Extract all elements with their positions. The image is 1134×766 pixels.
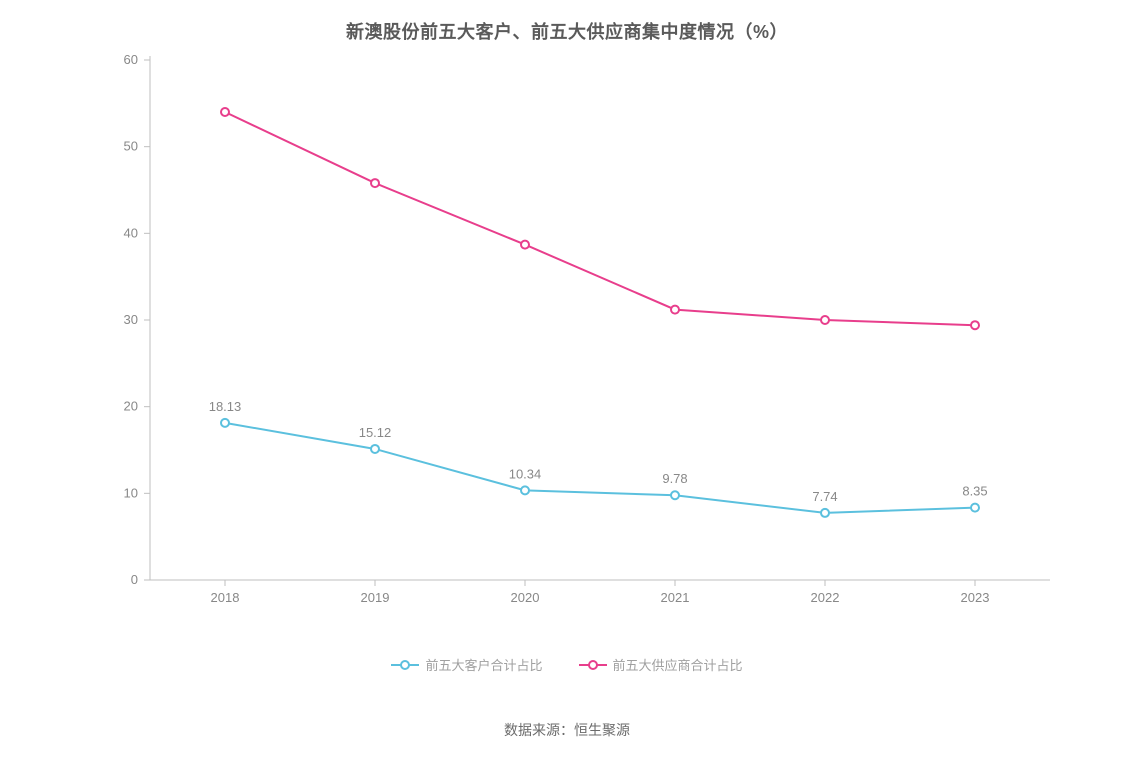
legend-label-suppliers: 前五大供应商合计占比 (613, 655, 743, 674)
y-tick-label: 60 (124, 52, 138, 67)
legend-label-customers: 前五大客户合计占比 (425, 655, 542, 674)
value-label-customers: 15.12 (359, 425, 392, 440)
series-marker-suppliers (971, 321, 979, 329)
chart-source: 数据来源：恒生聚源 (0, 720, 1134, 740)
series-marker-customers (221, 419, 229, 427)
legend-swatch-suppliers (579, 658, 607, 672)
legend-item-suppliers[interactable]: 前五大供应商合计占比 (579, 655, 743, 674)
chart-container: 新澳股份前五大客户、前五大供应商集中度情况（%） 010203040506020… (0, 0, 1134, 766)
x-tick-label: 2020 (511, 590, 540, 605)
x-tick-label: 2022 (811, 590, 840, 605)
value-label-customers: 8.35 (962, 484, 987, 499)
legend-item-customers[interactable]: 前五大客户合计占比 (391, 655, 542, 674)
series-marker-suppliers (671, 306, 679, 314)
series-marker-customers (671, 491, 679, 499)
series-marker-suppliers (221, 108, 229, 116)
series-marker-customers (521, 486, 529, 494)
y-tick-label: 30 (124, 312, 138, 327)
source-prefix: 数据来源： (504, 722, 574, 738)
series-marker-suppliers (371, 179, 379, 187)
source-text: 恒生聚源 (574, 722, 630, 738)
series-marker-customers (971, 504, 979, 512)
y-tick-label: 40 (124, 225, 138, 240)
legend-swatch-customers (391, 658, 419, 672)
line-chart-plot: 0 10 20 30 40 50 60 2018 2019 2020 2021 2022 2023 18.… (0, 0, 1134, 766)
chart-legend: 前五大客户合计占比 前五大供应商合计占比 (0, 655, 1134, 675)
y-tick-label: 50 (124, 139, 138, 154)
value-label-customers: 7.74 (812, 489, 837, 504)
series-marker-suppliers (521, 241, 529, 249)
series-line-suppliers (225, 112, 975, 325)
x-tick-label: 2023 (961, 590, 990, 605)
y-tick-label: 20 (124, 399, 138, 414)
series-marker-customers (371, 445, 379, 453)
series-marker-suppliers (821, 316, 829, 324)
value-label-customers: 10.34 (509, 466, 542, 481)
series-marker-customers (821, 509, 829, 517)
y-tick-label: 10 (124, 485, 138, 500)
x-tick-label: 2021 (661, 590, 690, 605)
value-label-customers: 9.78 (662, 471, 687, 486)
x-tick-label: 2019 (361, 590, 390, 605)
value-label-customers: 18.13 (209, 399, 242, 414)
series-line-customers (225, 423, 975, 513)
y-tick-label: 0 (131, 572, 138, 587)
x-tick-label: 2018 (211, 590, 240, 605)
